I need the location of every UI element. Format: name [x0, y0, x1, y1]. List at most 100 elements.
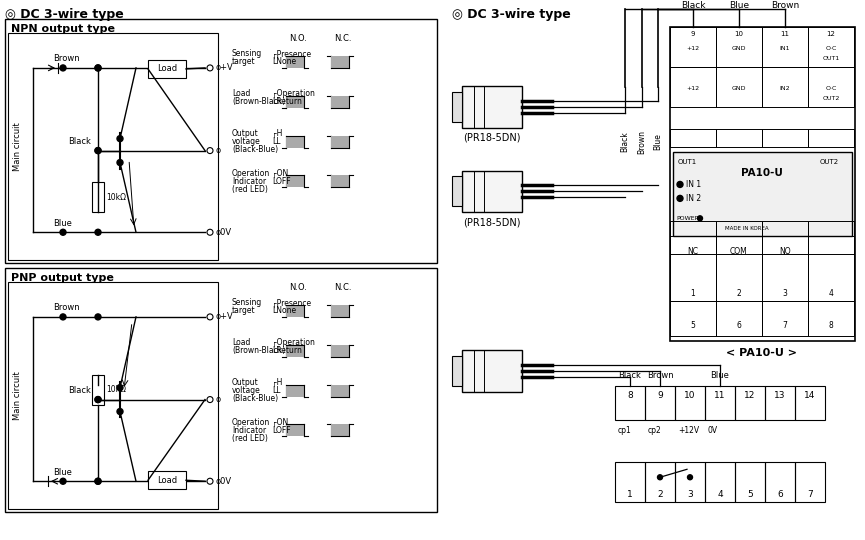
- Text: Black: Black: [68, 137, 91, 146]
- Circle shape: [60, 314, 66, 320]
- Bar: [705, 386, 735, 421]
- Text: 7: 7: [807, 490, 813, 498]
- Text: 3: 3: [783, 288, 787, 298]
- Text: 10kΩ: 10kΩ: [106, 385, 126, 394]
- Circle shape: [95, 396, 101, 402]
- Text: (Black-Blue): (Black-Blue): [232, 145, 279, 154]
- Text: 9: 9: [691, 31, 695, 37]
- Bar: [716, 67, 762, 107]
- Text: 2: 2: [737, 288, 741, 298]
- Text: 6: 6: [737, 321, 741, 330]
- Text: Brown: Brown: [638, 130, 646, 153]
- Bar: [452, 177, 462, 206]
- Circle shape: [207, 230, 213, 235]
- Text: ┌Operation: ┌Operation: [272, 338, 315, 347]
- Text: ┌Presence: ┌Presence: [272, 299, 311, 308]
- Bar: [762, 27, 808, 67]
- Bar: [670, 67, 716, 107]
- Text: PNP output type: PNP output type: [11, 273, 114, 283]
- Text: ┌H: ┌H: [272, 378, 282, 387]
- Bar: [670, 27, 716, 67]
- Text: o+V: o+V: [215, 313, 233, 321]
- Text: Blue: Blue: [53, 219, 72, 228]
- Text: 8: 8: [627, 391, 633, 400]
- Text: Brown: Brown: [647, 371, 673, 380]
- Text: OUT2: OUT2: [823, 96, 840, 102]
- Text: Black: Black: [620, 131, 630, 152]
- Bar: [705, 462, 735, 502]
- Text: o0V: o0V: [215, 477, 231, 486]
- Text: NPN output type: NPN output type: [11, 24, 115, 34]
- Text: Output: Output: [232, 129, 259, 138]
- Text: 1: 1: [627, 490, 633, 498]
- Text: o0V: o0V: [215, 228, 231, 237]
- Bar: [331, 424, 349, 436]
- Bar: [5, 19, 437, 263]
- Text: 9: 9: [657, 391, 663, 400]
- Text: (red LED): (red LED): [232, 434, 268, 443]
- Bar: [670, 236, 716, 254]
- Bar: [645, 462, 675, 502]
- Text: IN2: IN2: [779, 86, 791, 91]
- Text: Black: Black: [68, 386, 91, 395]
- Text: Blue: Blue: [653, 133, 663, 150]
- Bar: [670, 27, 855, 341]
- Bar: [716, 221, 762, 301]
- Bar: [762, 301, 808, 336]
- Text: Load: Load: [232, 338, 250, 347]
- Circle shape: [688, 475, 693, 480]
- Text: 6: 6: [777, 490, 783, 498]
- Bar: [331, 176, 349, 187]
- Circle shape: [207, 314, 213, 320]
- Bar: [808, 67, 854, 107]
- Text: 7: 7: [783, 321, 787, 330]
- Text: 4: 4: [717, 490, 723, 498]
- Text: Brown: Brown: [53, 303, 80, 313]
- Bar: [286, 136, 304, 147]
- Text: LReturn: LReturn: [272, 346, 302, 355]
- Text: Blue: Blue: [710, 371, 729, 380]
- Circle shape: [95, 478, 101, 484]
- Bar: [716, 301, 762, 336]
- Text: (red LED): (red LED): [232, 185, 268, 194]
- Circle shape: [117, 136, 123, 141]
- Text: IN1: IN1: [779, 46, 791, 51]
- Text: voltage: voltage: [232, 386, 260, 395]
- Circle shape: [697, 216, 702, 221]
- Text: (Black-Blue): (Black-Blue): [232, 394, 279, 403]
- Bar: [735, 386, 765, 421]
- Bar: [452, 92, 462, 122]
- Circle shape: [207, 65, 213, 71]
- Bar: [92, 375, 104, 404]
- Circle shape: [95, 230, 101, 235]
- Bar: [808, 221, 854, 301]
- Text: Main circuit: Main circuit: [14, 371, 22, 420]
- Text: ┌Operation: ┌Operation: [272, 89, 315, 98]
- Text: ┌ON: ┌ON: [272, 169, 288, 178]
- Circle shape: [207, 396, 213, 402]
- Bar: [286, 345, 304, 357]
- Bar: [670, 129, 716, 146]
- Text: ┌Presence: ┌Presence: [272, 49, 311, 58]
- Bar: [765, 462, 795, 502]
- Text: Load: Load: [232, 89, 250, 98]
- Circle shape: [95, 65, 101, 71]
- Bar: [286, 305, 304, 317]
- Text: ┌H: ┌H: [272, 129, 282, 138]
- Circle shape: [117, 409, 123, 415]
- Circle shape: [117, 159, 123, 166]
- Bar: [462, 171, 522, 212]
- Text: < PA10-U >: < PA10-U >: [727, 348, 798, 358]
- Text: IN 2: IN 2: [686, 194, 702, 203]
- Text: 11: 11: [780, 31, 790, 37]
- Text: POWER: POWER: [676, 216, 699, 221]
- Bar: [808, 301, 854, 336]
- Circle shape: [60, 478, 66, 484]
- Text: 0V: 0V: [708, 426, 718, 435]
- Text: target: target: [232, 306, 256, 315]
- Text: Indicator: Indicator: [232, 426, 266, 435]
- Bar: [808, 129, 854, 146]
- Bar: [331, 136, 349, 147]
- Text: NC: NC: [688, 247, 699, 255]
- Circle shape: [60, 230, 66, 235]
